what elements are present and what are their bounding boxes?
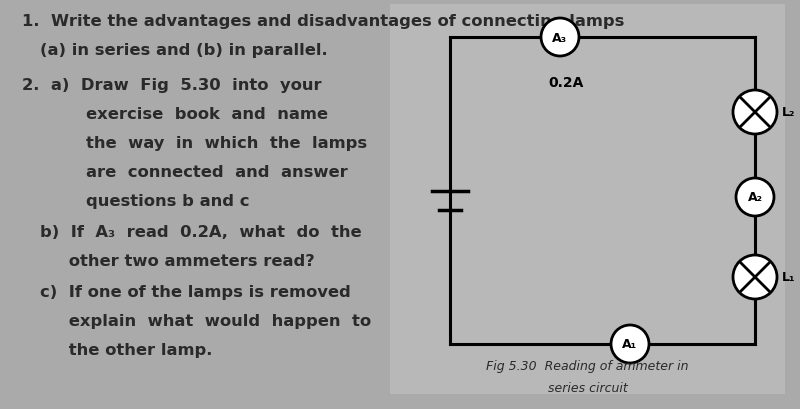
Circle shape [733,91,777,135]
Text: b)  If  A₃  read  0.2A,  what  do  the: b) If A₃ read 0.2A, what do the [40,225,362,239]
Text: L₂: L₂ [782,106,795,119]
Text: 2.  a)  Draw  Fig  5.30  into  your: 2. a) Draw Fig 5.30 into your [22,78,322,93]
Text: explain  what  would  happen  to: explain what would happen to [40,313,371,328]
Circle shape [736,179,774,216]
Text: A₂: A₂ [747,191,762,204]
Text: A₁: A₁ [622,338,638,351]
FancyBboxPatch shape [390,5,785,394]
Text: the other lamp.: the other lamp. [40,342,212,357]
Text: the  way  in  which  the  lamps: the way in which the lamps [40,136,367,151]
Text: are  connected  and  answer: are connected and answer [40,164,348,180]
Text: L₁: L₁ [782,271,795,284]
Text: other two ammeters read?: other two ammeters read? [40,254,314,268]
Text: 0.2A: 0.2A [548,76,583,90]
Text: questions b and c: questions b and c [40,193,250,209]
Circle shape [611,325,649,363]
Circle shape [733,255,777,299]
Text: exercise  book  and  name: exercise book and name [40,107,328,122]
Text: Fig 5.30  Reading of ammeter in: Fig 5.30 Reading of ammeter in [486,359,689,372]
Text: 1.  Write the advantages and disadvantages of connecting lamps: 1. Write the advantages and disadvantage… [22,14,624,29]
Circle shape [541,19,579,57]
Text: c)  If one of the lamps is removed: c) If one of the lamps is removed [40,284,350,299]
Text: A₃: A₃ [553,31,567,45]
Text: (a) in series and (b) in parallel.: (a) in series and (b) in parallel. [40,43,328,58]
Text: series circuit: series circuit [548,381,627,394]
